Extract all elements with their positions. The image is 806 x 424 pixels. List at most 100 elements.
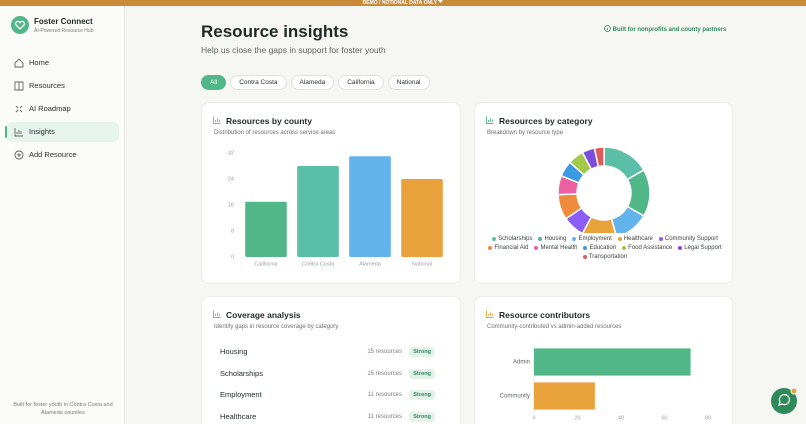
legend: Scholarships Housing Employment Healthcare C… (485, 236, 725, 260)
x-tick-label: Alameda (359, 261, 382, 267)
icon-shape (486, 310, 494, 318)
x-tick-label: National (412, 261, 432, 267)
legend-swatch (534, 246, 539, 250)
card-subtitle: Community-contributed vs admin-added res… (487, 324, 622, 330)
legend-item: Transportation (582, 254, 627, 260)
y-tick-label: 32 (228, 150, 234, 156)
donut-segment (593, 146, 605, 168)
status-badge: Strong (409, 368, 435, 379)
legend-item: Scholarships (492, 236, 532, 242)
y-tick-label: 8 (231, 228, 234, 234)
nav-icon (15, 105, 23, 113)
legend-swatch (572, 237, 577, 241)
nav-item[interactable]: Resources (6, 76, 119, 96)
legend-item: Education (583, 245, 616, 251)
legend-swatch (617, 237, 622, 241)
x-tick-label: 60 (661, 415, 667, 421)
contributors-card: Resource contributors Community-contribut… (474, 296, 733, 424)
partner-badge: Built for nonprofits and county partners (604, 25, 726, 33)
card-subtitle: Breakdown by resource type (487, 130, 564, 136)
legend-item: Financial Aid (488, 245, 528, 251)
logo (11, 16, 29, 34)
card-icon (213, 116, 221, 124)
filter-bar: All Contra Costa Alameda California National (201, 71, 434, 90)
legend-label: Housing (544, 236, 567, 242)
page-title: Resource insights (201, 22, 349, 41)
nav-item[interactable]: Add Resource (6, 145, 119, 165)
y-tick-label: Community (500, 394, 530, 400)
y-tick-label: Admin (513, 360, 530, 366)
resource-count: 15 resources (367, 370, 402, 377)
brand: Foster Connect (34, 17, 93, 26)
legend-item: Food Assistance (622, 245, 672, 251)
nav-icon (14, 58, 24, 68)
bar (534, 348, 691, 376)
coverage-row: Healthcare 11 resources Strong (220, 409, 450, 424)
legend-item: Legal Support (678, 245, 722, 251)
card-subtitle: Distribution of resources across service… (214, 130, 336, 136)
resource-count: 11 resources (367, 413, 402, 420)
card-title: Coverage analysis (226, 310, 301, 320)
legend-swatch (658, 237, 663, 241)
legend-item: Healthcare (617, 236, 653, 242)
status-badge: Strong (409, 411, 435, 422)
category-name: Healthcare (220, 411, 257, 421)
status-badge: Strong (409, 390, 435, 400)
donut-segment (581, 215, 617, 233)
hbar-chart: 0 20 40 60 80 Admin Community (500, 345, 711, 421)
filter-chip[interactable]: Alameda (290, 75, 335, 90)
legend-swatch (583, 246, 588, 250)
nav-item[interactable]: Insights (5, 122, 119, 142)
icon-shape (14, 58, 24, 68)
x-tick-label: California (254, 261, 278, 267)
filter-chip[interactable]: All (201, 75, 227, 90)
sidebar: Foster Connect AI-Powered Resource Hub B… (0, 6, 125, 424)
card-icon (213, 310, 221, 318)
filter-chip[interactable]: Contra Costa (230, 75, 287, 90)
demo-banner[interactable]: DEMO / NOTIONAL DATA ONLY (0, 0, 806, 6)
category-name: Employment (220, 390, 262, 399)
nav-icon (14, 150, 24, 160)
y-tick-label: 0 (231, 254, 234, 260)
nav-icon (14, 128, 23, 137)
filter-chip[interactable]: California (338, 75, 384, 90)
nav-item[interactable]: AI Roadmap (6, 99, 119, 119)
x-tick-label: 0 (532, 415, 535, 421)
nav-label: Insights (29, 127, 55, 136)
x-tick-label: 20 (574, 415, 580, 421)
legend-swatch (538, 237, 543, 241)
legend-swatch (678, 246, 683, 250)
category-name: Scholarships (220, 368, 263, 378)
coverage-row: Housing 15 resources Strong (220, 344, 450, 360)
card-icon (486, 310, 494, 318)
page-subtitle: Help us close the gaps in support for fo… (201, 45, 386, 55)
card-title: Resource contributors (499, 310, 591, 320)
coverage-card: Coverage analysis Identify gaps in resou… (201, 296, 461, 424)
county-card: Resources by county Distribution of resou… (201, 102, 461, 284)
nav-label: AI Roadmap (29, 104, 71, 113)
chat-button[interactable] (770, 387, 800, 417)
legend-label: Food Assistance (628, 245, 673, 251)
bar (245, 201, 287, 257)
nav-item[interactable]: Home (6, 53, 119, 73)
coverage-row: Employment 11 resources Strong (220, 387, 450, 403)
legend-swatch (488, 246, 493, 250)
legend-item: Employment (572, 236, 612, 242)
legend-swatch (492, 237, 497, 241)
filter-chip[interactable]: National (387, 75, 430, 90)
icon-shape (213, 116, 221, 124)
category-card: Resources by category Breakdown by resour… (474, 102, 733, 284)
legend-label: Community Support (664, 236, 718, 242)
donut-segment (610, 205, 645, 233)
legend-label: Financial Aid (494, 245, 529, 251)
legend-item: Housing (538, 236, 566, 242)
coverage-row: Scholarships 15 resources Strong (220, 366, 450, 382)
legend-swatch (582, 255, 587, 259)
legend-label: Mental Health (540, 245, 578, 251)
legend-label: Employment (578, 236, 612, 242)
badge-text: Built for nonprofits and county partners (612, 27, 727, 33)
y-tick-label: 24 (228, 176, 234, 182)
icon-shape (14, 150, 24, 160)
donut-chart (557, 146, 651, 233)
